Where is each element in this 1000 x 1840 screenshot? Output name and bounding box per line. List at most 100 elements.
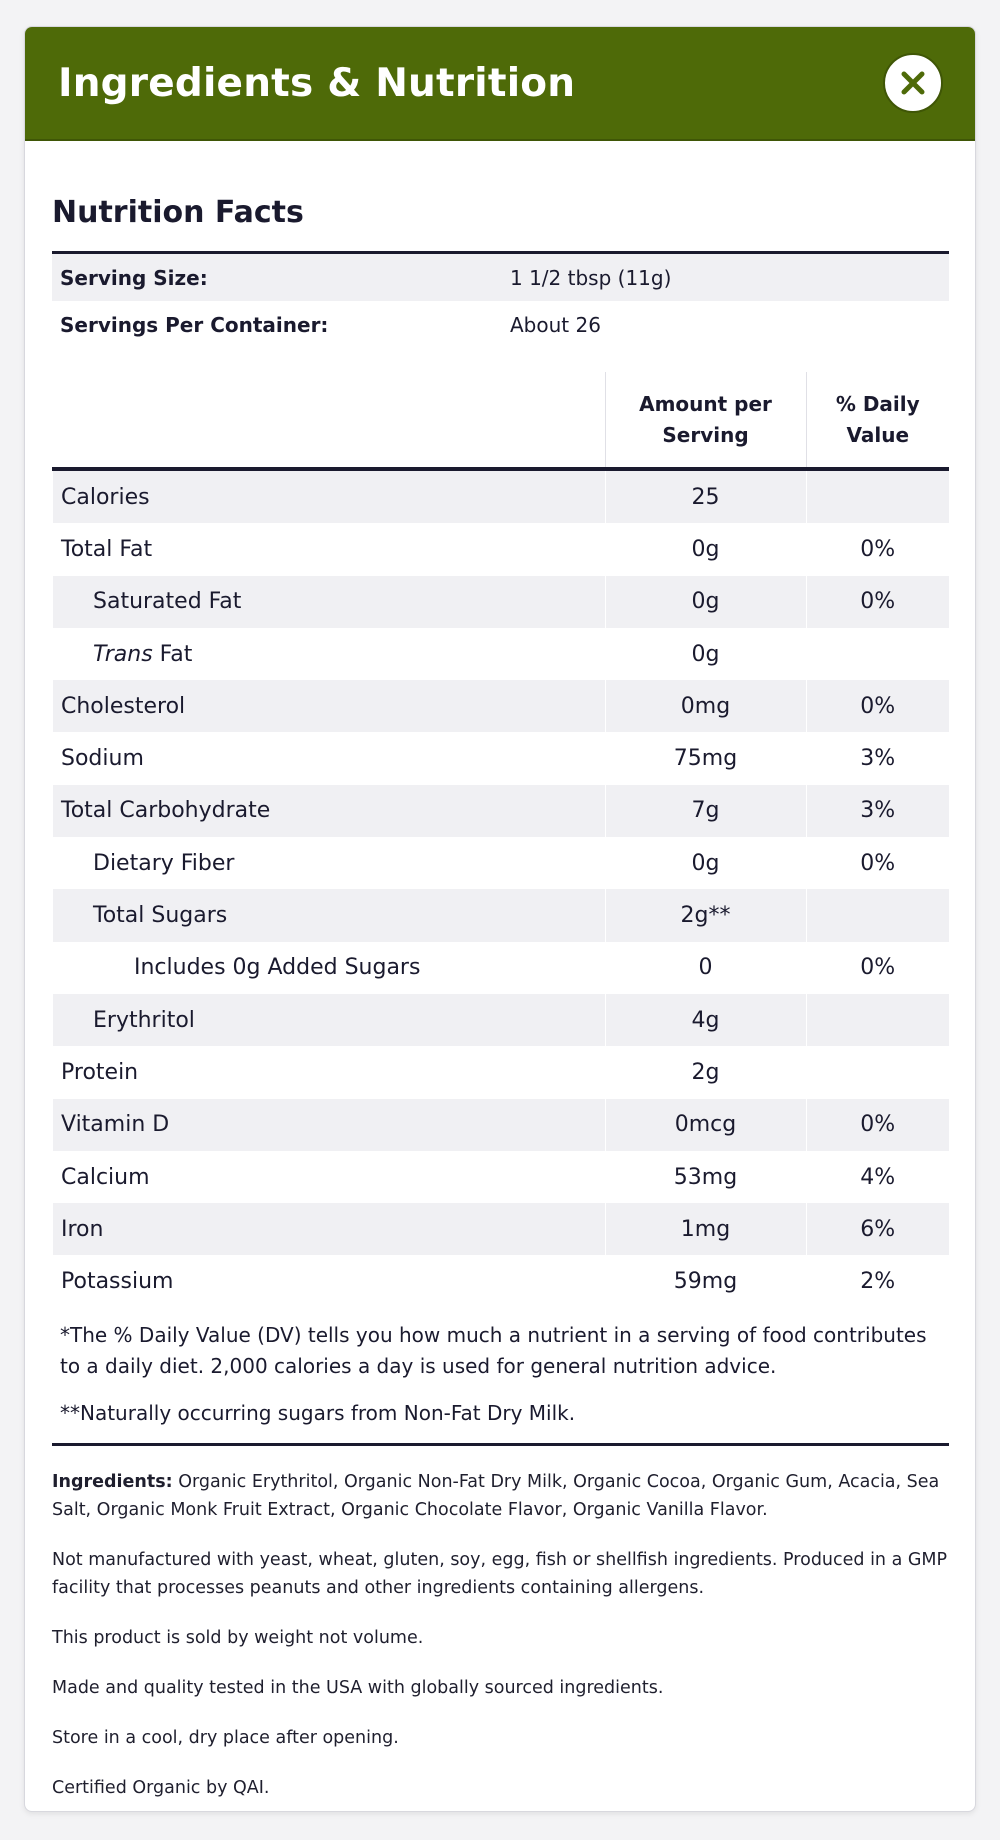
nutrient-row: Iron 1mg 6% <box>52 1203 949 1256</box>
nutrient-amount: 0g <box>604 627 806 681</box>
nutrition-footnotes: *The % Daily Value (DV) tells you how mu… <box>52 1308 949 1446</box>
serving-info-table: Serving Size: 1 1/2 tbsp (11g) Servings … <box>52 251 949 348</box>
ingredient-note: Not manufactured with yeast, wheat, glut… <box>52 1549 948 1598</box>
nutrient-name: Cholesterol <box>52 680 605 733</box>
nutrient-name: Trans Fat <box>52 627 605 681</box>
nutrient-amount: 75mg <box>604 732 806 785</box>
nutrient-amount: 0mcg <box>604 1098 806 1151</box>
daily-value-column-header: % Daily Value <box>805 372 949 471</box>
nutrient-row: Total Carbohydrate 7g 3% <box>52 784 949 838</box>
nutrient-amount: 0 <box>604 941 806 994</box>
nutrient-daily-value: 0% <box>805 523 949 576</box>
nutrient-row: Cholesterol 0mg 0% <box>52 680 949 733</box>
nutrient-daily-value: 0% <box>805 1098 949 1151</box>
nutrient-amount: 2g** <box>604 889 806 942</box>
nutrient-daily-value <box>805 993 949 1047</box>
ingredients-section: Ingredients: Organic Erythritol, Organic… <box>52 1446 949 1802</box>
nutrient-amount: 53mg <box>604 1150 806 1204</box>
facts-body: Calories 25 Total Fat 0g 0% Saturated Fat 0g 0%… <box>52 469 949 1308</box>
nutrient-name: Vitamin D <box>52 1098 605 1151</box>
nutrient-daily-value <box>805 1046 949 1099</box>
nutrient-amount: 59mg <box>604 1255 806 1308</box>
nutrient-daily-value: 0% <box>805 680 949 733</box>
nutrient-row: Dietary Fiber 0g 0% <box>52 837 949 890</box>
nutrient-column-header <box>52 372 605 471</box>
nutrient-name: Saturated Fat <box>52 575 605 628</box>
serving-size-row: Serving Size: 1 1/2 tbsp (11g) <box>52 252 949 301</box>
ingredients-text: Organic Erythritol, Organic Non-Fat Dry … <box>52 1471 940 1520</box>
nutrient-name: Total Fat <box>52 523 605 576</box>
nutrient-row: Potassium 59mg 2% <box>52 1255 949 1308</box>
nutrient-name: Calories <box>52 469 605 524</box>
nutrient-daily-value: 0% <box>805 837 949 890</box>
amount-column-header: Amount per Serving <box>604 372 806 471</box>
ingredients-label: Ingredients: <box>52 1471 173 1492</box>
nutrition-facts-title: Nutrition Facts <box>52 195 304 230</box>
nutrient-name: Potassium <box>52 1255 605 1308</box>
modal-body: Nutrition Facts Serving Size: 1 1/2 tbsp… <box>25 191 975 1802</box>
nutrient-row: Calcium 53mg 4% <box>52 1150 949 1204</box>
close-button[interactable] <box>883 53 943 113</box>
nutrient-amount: 0g <box>604 837 806 890</box>
footnote-daily-value: *The % Daily Value (DV) tells you how mu… <box>60 1322 927 1378</box>
nutrient-row: Sodium 75mg 3% <box>52 732 949 785</box>
ingredient-note: Made and quality tested in the USA with … <box>52 1677 664 1698</box>
nutrient-amount: 7g <box>604 784 806 838</box>
nutrient-row: Saturated Fat 0g 0% <box>52 575 949 628</box>
nutrient-name: Dietary Fiber <box>52 837 605 890</box>
nutrient-amount: 0g <box>604 523 806 576</box>
nutrient-daily-value: 0% <box>805 941 949 994</box>
nutrient-name: Erythritol <box>52 993 605 1047</box>
nutrient-daily-value: 3% <box>805 732 949 785</box>
nutrient-row: Includes 0g Added Sugars 0 0% <box>52 941 949 994</box>
nutrient-amount: 2g <box>604 1046 806 1099</box>
facts-header-row: Amount per Serving % Daily Value <box>52 372 949 471</box>
nutrient-name: Sodium <box>52 732 605 785</box>
nutrient-amount: 25 <box>604 469 806 524</box>
amount-header-line1: Amount per <box>639 391 772 416</box>
nutrient-name: Protein <box>52 1046 605 1099</box>
nutrient-row: Erythritol 4g <box>52 993 949 1047</box>
close-x-icon <box>901 71 925 95</box>
nutrition-facts-table: Amount per Serving % Daily Value Calorie… <box>52 372 949 1308</box>
nutrient-daily-value <box>805 627 949 681</box>
nutrient-row: Trans Fat 0g <box>52 627 949 681</box>
serving-size-label: Serving Size: <box>52 252 500 301</box>
nutrient-name: Total Sugars <box>52 889 605 942</box>
nutrient-row: Calories 25 <box>52 469 949 524</box>
nutrient-row: Total Fat 0g 0% <box>52 523 949 576</box>
nutrient-amount: 1mg <box>604 1203 806 1256</box>
footnote-sugars: **Naturally occurring sugars from Non-Fa… <box>60 1400 576 1425</box>
nutrient-daily-value <box>805 889 949 942</box>
ingredients-list: Ingredients: Organic Erythritol, Organic… <box>52 1468 949 1524</box>
modal-title: Ingredients & Nutrition <box>58 60 576 106</box>
nutrient-amount: 0g <box>604 575 806 628</box>
nutrient-name: Iron <box>52 1203 605 1256</box>
nutrient-daily-value: 0% <box>805 575 949 628</box>
servings-per-container-row: Servings Per Container: About 26 <box>52 301 949 348</box>
nutrient-amount: 4g <box>604 993 806 1047</box>
nutrient-name: Total Carbohydrate <box>52 784 605 838</box>
nutrient-row: Total Sugars 2g** <box>52 889 949 942</box>
nutrient-name: Calcium <box>52 1150 605 1204</box>
ingredient-note: Certified Organic by QAI. <box>52 1777 270 1798</box>
serving-size-value: 1 1/2 tbsp (11g) <box>500 252 949 301</box>
nutrient-name-italic: Trans <box>93 641 153 667</box>
nutrient-row: Vitamin D 0mcg 0% <box>52 1098 949 1151</box>
nutrient-name: Includes 0g Added Sugars <box>52 941 605 994</box>
ingredient-note: This product is sold by weight not volum… <box>52 1627 424 1648</box>
nutrient-daily-value <box>805 469 949 524</box>
ingredient-note: Store in a cool, dry place after opening… <box>52 1727 399 1748</box>
servings-per-container-value: About 26 <box>510 312 601 337</box>
nutrient-daily-value: 2% <box>805 1255 949 1308</box>
nutrient-name-text: Fat <box>152 641 193 667</box>
ingredients-nutrition-modal: Ingredients & Nutrition Nutrition Facts … <box>24 26 976 1812</box>
modal-header: Ingredients & Nutrition <box>25 27 975 141</box>
servings-per-container-label: Servings Per Container: <box>60 312 329 337</box>
nutrient-daily-value: 3% <box>805 784 949 838</box>
nutrient-daily-value: 4% <box>805 1150 949 1204</box>
nutrient-row: Protein 2g <box>52 1046 949 1099</box>
amount-header-line2: Serving <box>662 422 749 447</box>
nutrient-daily-value: 6% <box>805 1203 949 1256</box>
nutrient-amount: 0mg <box>604 680 806 733</box>
